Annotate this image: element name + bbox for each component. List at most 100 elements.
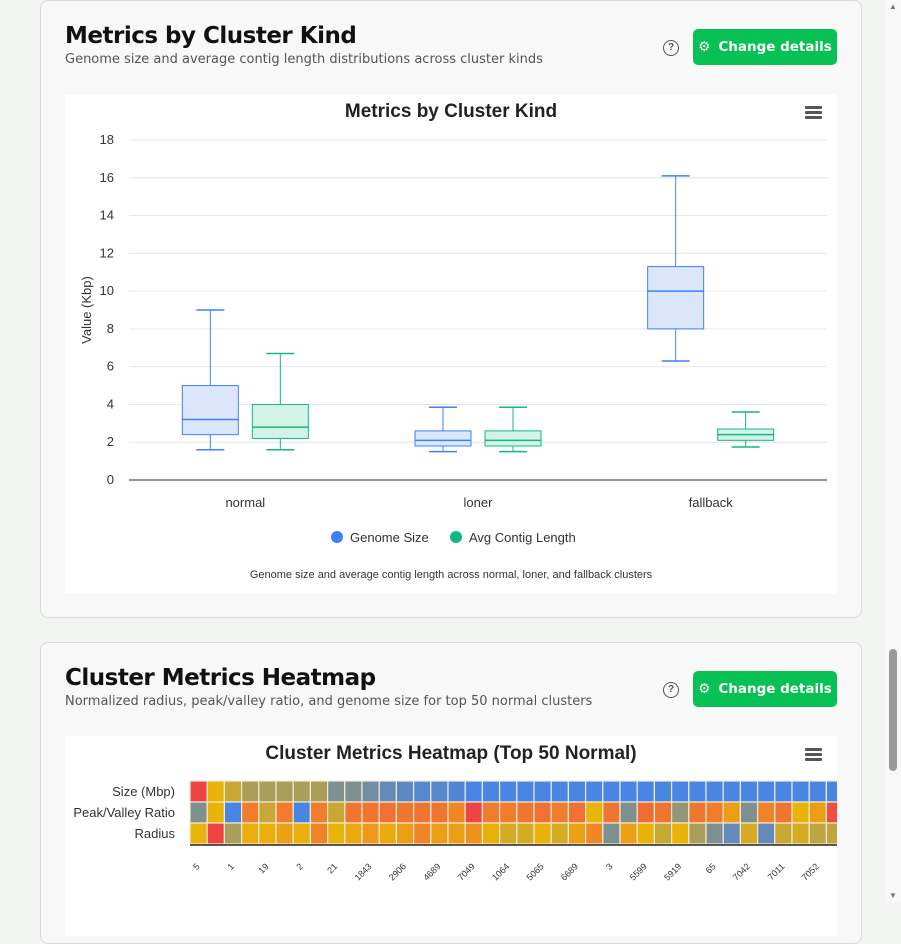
- heatmap-cell: [206, 801, 225, 824]
- heatmap-cell: [430, 822, 449, 845]
- heatmap-cell: [602, 801, 621, 824]
- heatmap-cell: [361, 801, 380, 824]
- chart-menu-icon[interactable]: [805, 106, 822, 121]
- heatmap-cell: [309, 780, 329, 803]
- heatmap-cell: [825, 822, 837, 845]
- boxplot-panel: Metrics by Cluster Kind 0 2 4 6 8 10 12 14 16 18 V…: [65, 94, 837, 594]
- help-icon[interactable]: ?: [663, 40, 679, 56]
- heatmap-cell: [756, 801, 776, 824]
- heatmap-cell: [808, 780, 828, 803]
- legend-item: Avg Contig Length: [469, 530, 576, 545]
- chart-menu-icon[interactable]: [805, 748, 822, 763]
- heatmap-cell: [189, 822, 208, 845]
- heatmap-cell: [670, 822, 690, 845]
- heatmap-cell: [223, 801, 243, 824]
- scrollbar[interactable]: ▲ ▼: [885, 0, 901, 902]
- legend-item: Genome Size: [350, 530, 429, 545]
- heatmap-cell: [722, 780, 742, 803]
- heatmap-cell: [688, 780, 707, 803]
- heatmap-cell: [413, 780, 432, 803]
- heatmap-cell: [206, 780, 225, 803]
- heatmap-cell: [275, 801, 294, 824]
- heatmap-cell: [223, 822, 243, 845]
- heatmap-cell: [413, 801, 432, 824]
- help-icon[interactable]: ?: [663, 682, 679, 698]
- heatmap-cell: [481, 801, 501, 824]
- heatmap-cell: [602, 822, 621, 845]
- heatmap-cell: [189, 801, 208, 824]
- heatmap-cell: [533, 801, 552, 824]
- heatmap-cell: [361, 780, 380, 803]
- card-subtitle: Normalized radius, peak/valley ratio, an…: [65, 694, 593, 709]
- x-tick-label: loner: [464, 495, 494, 510]
- heatmap-cell: [516, 801, 535, 824]
- x-tick-label: 4689: [421, 861, 442, 882]
- heatmap-svg: Size (Mbp) Peak/Valley Ratio Radius 5 1 19 2 21…: [73, 780, 837, 883]
- heatmap-cell: [361, 822, 380, 845]
- chart-caption: Genome size and average contig length ac…: [250, 569, 653, 581]
- heatmap-cell: [447, 801, 466, 824]
- scrollbar-thumb[interactable]: [889, 649, 897, 771]
- heatmap-cell: [774, 780, 793, 803]
- heatmap-cell: [327, 801, 346, 824]
- y-tick-label: 12: [100, 245, 114, 260]
- y-tick-label: 0: [107, 472, 114, 487]
- heatmap-cell: [499, 822, 518, 845]
- heatmap-cell: [567, 780, 587, 803]
- box-loner: [484, 430, 542, 447]
- heatmap-cell: [223, 780, 243, 803]
- heatmap-cell: [567, 801, 587, 824]
- row-label: Size (Mbp): [112, 784, 175, 799]
- heatmap-cell: [275, 780, 294, 803]
- heatmap-cell: [378, 801, 398, 824]
- heatmap-cell: [516, 780, 535, 803]
- heatmap-cell: [516, 822, 535, 845]
- heatmap-cell: [344, 780, 363, 803]
- x-tick-label: 1064: [490, 861, 511, 882]
- heatmap-cell: [258, 801, 277, 824]
- heatmap-cell: [344, 801, 363, 824]
- heatmap-cell: [550, 801, 570, 824]
- x-tick-label: 1843: [352, 861, 373, 882]
- legend-marker: [450, 531, 462, 543]
- gear-icon: ⚙: [698, 681, 711, 697]
- heatmap-cell: [378, 822, 398, 845]
- legend-marker: [331, 531, 343, 543]
- heatmap-card: Cluster Metrics Heatmap Normalized radiu…: [40, 642, 862, 944]
- heatmap-cell: [447, 780, 466, 803]
- heatmap-cell: [550, 780, 570, 803]
- heatmap-cell: [533, 822, 552, 845]
- heatmap-cell: [499, 801, 518, 824]
- heatmap-cell: [189, 780, 208, 803]
- heatmap-cell: [791, 801, 810, 824]
- y-tick-label: 14: [100, 208, 114, 223]
- heatmap-cell: [602, 780, 621, 803]
- heatmap-cell: [395, 822, 415, 845]
- heatmap-cell: [550, 822, 570, 845]
- x-tick-label: 5: [191, 861, 202, 872]
- card-subtitle: Genome size and average contig length di…: [65, 52, 543, 67]
- heatmap-cell: [395, 780, 415, 803]
- change-details-button[interactable]: ⚙ Change details: [693, 671, 837, 707]
- heatmap-cell: [327, 822, 346, 845]
- y-tick-label: 4: [107, 396, 114, 411]
- heatmap-cell: [653, 780, 673, 803]
- heatmap-cell: [481, 780, 501, 803]
- heatmap-cell: [808, 801, 828, 824]
- x-tick-label: 2: [294, 861, 305, 872]
- card-title: Metrics by Cluster Kind: [65, 23, 357, 49]
- y-tick-label: 2: [107, 434, 114, 449]
- x-tick-label: 5599: [628, 861, 649, 882]
- heatmap-cell: [653, 801, 673, 824]
- heatmap-cell: [567, 822, 587, 845]
- x-tick-label: 21: [325, 861, 339, 875]
- heatmap-cell: [206, 822, 225, 845]
- change-details-button[interactable]: ⚙ Change details: [693, 29, 837, 65]
- heatmap-cell: [688, 822, 707, 845]
- gear-icon: ⚙: [698, 39, 711, 55]
- heatmap-cell: [499, 780, 518, 803]
- heatmap-cell: [584, 822, 604, 845]
- card-title: Cluster Metrics Heatmap: [65, 665, 376, 691]
- heatmap-cell: [653, 822, 673, 845]
- heatmap-cell: [739, 822, 759, 845]
